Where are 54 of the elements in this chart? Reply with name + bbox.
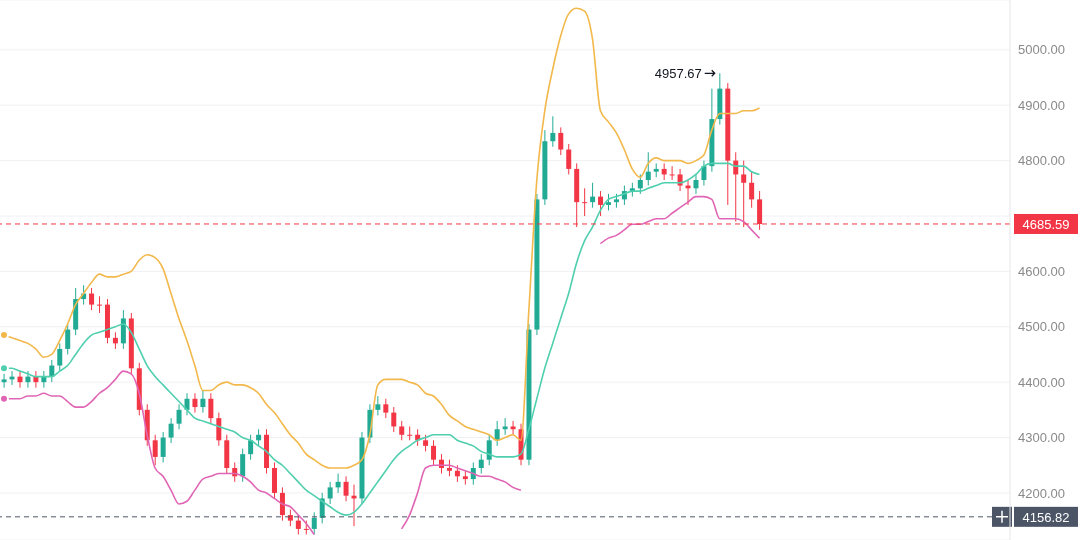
candlestick [391,406,397,433]
y-tick-label: 4800.00 [1018,153,1065,169]
candlestick [669,165,675,181]
candlestick [494,420,500,447]
y-tick-label: 4200.00 [1018,485,1065,501]
candlestick [478,453,484,475]
candlestick [510,420,516,436]
candlestick [208,392,214,425]
candlestick [637,173,643,195]
candlestick [375,395,381,416]
candlestick [566,143,572,175]
candlestick [311,511,317,535]
ref-line-label: 4685.59 [1022,216,1070,232]
candlestick [598,190,604,217]
candlestick [97,295,103,314]
candlestick [486,434,492,466]
candlestick [152,434,158,466]
candlestick [89,287,95,311]
candlestick [701,160,707,187]
y-tick-label: 4500.00 [1018,319,1065,335]
candlestick [295,514,301,535]
candlestick [645,151,651,187]
candlestick [407,425,413,441]
candlestick [192,392,198,414]
candlestick [431,439,437,466]
candlestick [327,481,333,505]
candlestick [1,373,7,389]
y-tick-label: 4300.00 [1018,430,1065,446]
candlestick [248,434,254,461]
candlestick [319,492,325,524]
y-tick-label: 4400.00 [1018,374,1065,390]
candlestick [502,417,508,436]
candlestick [57,342,63,372]
candlestick [168,417,174,444]
annotation: 4957.67 [654,66,702,82]
candlestick [160,431,166,463]
candlestick [216,412,222,447]
y-tick-label: 4600.00 [1018,264,1065,279]
candlestick [550,115,556,148]
candlestick [65,323,71,355]
candlestick [343,475,349,502]
candlestick [693,173,699,195]
ref-line-label: 4156.82 [1022,509,1070,525]
candlestick [176,403,182,430]
candlestick [279,486,285,522]
candlestick [399,420,405,441]
candlestick [200,389,206,414]
y-tick-label: 4900.00 [1018,97,1065,113]
candlestick [240,448,246,483]
candlestick [383,398,389,419]
y-tick-label: 5000.00 [1018,42,1065,58]
candlestick [749,171,755,209]
candlestick [558,126,564,156]
candlestick [582,187,588,217]
